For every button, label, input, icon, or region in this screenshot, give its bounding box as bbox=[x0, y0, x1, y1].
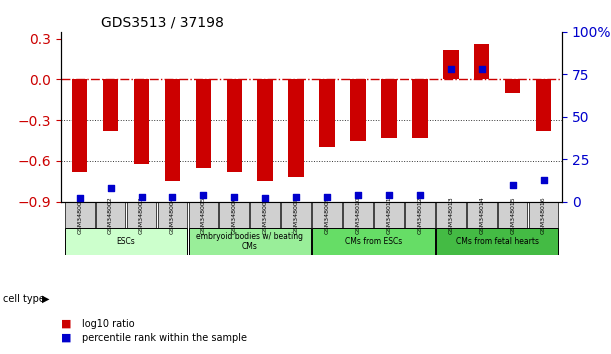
FancyBboxPatch shape bbox=[467, 202, 497, 228]
Bar bbox=[505, 79, 521, 93]
Text: log10 ratio: log10 ratio bbox=[82, 319, 135, 329]
Text: GSM348015: GSM348015 bbox=[510, 196, 515, 234]
FancyBboxPatch shape bbox=[96, 202, 125, 228]
FancyBboxPatch shape bbox=[312, 228, 434, 255]
Text: GSM348002: GSM348002 bbox=[108, 196, 113, 234]
Text: GSM348001: GSM348001 bbox=[77, 196, 82, 234]
Point bbox=[508, 182, 518, 188]
Text: GSM348012: GSM348012 bbox=[417, 196, 422, 234]
FancyBboxPatch shape bbox=[498, 202, 527, 228]
Text: GSM348011: GSM348011 bbox=[386, 196, 392, 234]
Bar bbox=[288, 79, 304, 177]
FancyBboxPatch shape bbox=[158, 202, 188, 228]
Point bbox=[539, 177, 549, 183]
Point bbox=[384, 192, 394, 198]
Bar bbox=[134, 79, 149, 164]
Bar bbox=[196, 79, 211, 168]
Text: GSM348004: GSM348004 bbox=[170, 196, 175, 234]
Text: GSM348010: GSM348010 bbox=[356, 196, 360, 234]
Point bbox=[260, 195, 270, 201]
Bar bbox=[165, 79, 180, 181]
FancyBboxPatch shape bbox=[189, 228, 311, 255]
Bar bbox=[103, 79, 119, 131]
Bar bbox=[474, 44, 489, 79]
Text: GSM348014: GSM348014 bbox=[479, 196, 484, 234]
Bar bbox=[536, 79, 551, 131]
Text: GSM348007: GSM348007 bbox=[263, 196, 268, 234]
Point bbox=[353, 192, 363, 198]
Text: GSM348006: GSM348006 bbox=[232, 196, 237, 234]
Bar bbox=[381, 79, 397, 138]
Point bbox=[229, 194, 239, 200]
Text: ESCs: ESCs bbox=[117, 237, 136, 246]
FancyBboxPatch shape bbox=[374, 202, 404, 228]
Point bbox=[199, 192, 208, 198]
FancyBboxPatch shape bbox=[312, 202, 342, 228]
Text: ■: ■ bbox=[61, 333, 71, 343]
FancyBboxPatch shape bbox=[126, 202, 156, 228]
Point bbox=[446, 67, 456, 72]
FancyBboxPatch shape bbox=[251, 202, 280, 228]
FancyBboxPatch shape bbox=[405, 202, 434, 228]
Text: GSM348008: GSM348008 bbox=[294, 196, 299, 234]
Point bbox=[167, 194, 177, 200]
Text: ■: ■ bbox=[61, 319, 71, 329]
Text: GDS3513 / 37198: GDS3513 / 37198 bbox=[101, 15, 224, 29]
Point bbox=[322, 194, 332, 200]
Point bbox=[75, 195, 84, 201]
Bar bbox=[257, 79, 273, 181]
Text: ▶: ▶ bbox=[42, 294, 49, 304]
Text: CMs from ESCs: CMs from ESCs bbox=[345, 237, 402, 246]
FancyBboxPatch shape bbox=[529, 202, 558, 228]
Text: embryoid bodies w/ beating
CMs: embryoid bodies w/ beating CMs bbox=[196, 232, 303, 251]
FancyBboxPatch shape bbox=[343, 202, 373, 228]
Text: GSM348005: GSM348005 bbox=[201, 196, 206, 234]
Text: GSM348003: GSM348003 bbox=[139, 196, 144, 234]
Bar bbox=[72, 79, 87, 172]
Point bbox=[291, 194, 301, 200]
FancyBboxPatch shape bbox=[436, 202, 466, 228]
Text: percentile rank within the sample: percentile rank within the sample bbox=[82, 333, 247, 343]
Point bbox=[477, 67, 486, 72]
Text: GSM348016: GSM348016 bbox=[541, 196, 546, 234]
Text: cell type: cell type bbox=[3, 294, 45, 304]
Text: GSM348009: GSM348009 bbox=[324, 196, 329, 234]
FancyBboxPatch shape bbox=[65, 228, 188, 255]
FancyBboxPatch shape bbox=[281, 202, 311, 228]
Bar bbox=[443, 50, 458, 79]
Text: CMs from fetal hearts: CMs from fetal hearts bbox=[456, 237, 539, 246]
Point bbox=[415, 192, 425, 198]
Bar bbox=[350, 79, 366, 141]
Bar bbox=[320, 79, 335, 147]
Point bbox=[137, 194, 147, 200]
FancyBboxPatch shape bbox=[189, 202, 218, 228]
Bar bbox=[227, 79, 242, 172]
Point bbox=[106, 185, 115, 191]
FancyBboxPatch shape bbox=[219, 202, 249, 228]
Bar bbox=[412, 79, 428, 138]
FancyBboxPatch shape bbox=[436, 228, 558, 255]
Text: GSM348013: GSM348013 bbox=[448, 196, 453, 234]
FancyBboxPatch shape bbox=[65, 202, 95, 228]
